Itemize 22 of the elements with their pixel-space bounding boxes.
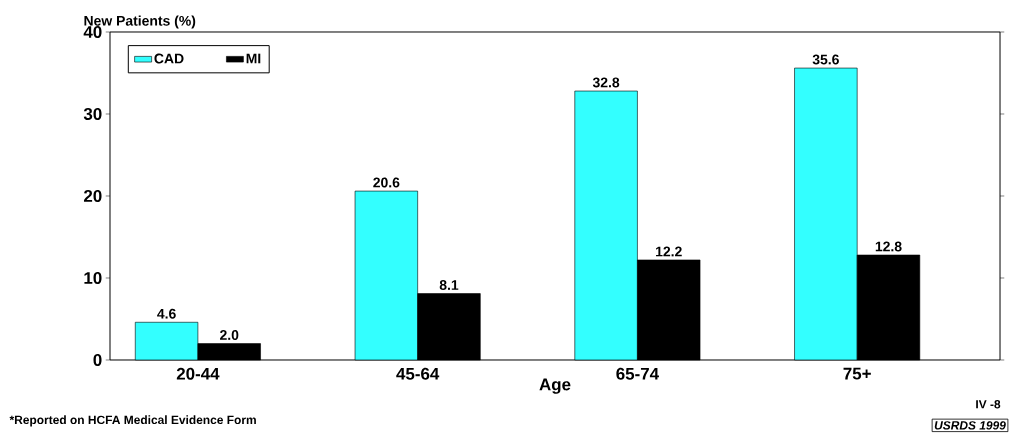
- data-label: 20.6: [373, 177, 400, 188]
- data-label: 4.6: [157, 308, 176, 319]
- y-tick-label: 10: [84, 272, 102, 284]
- x-tick-label: 45-64: [396, 367, 440, 380]
- data-label: 12.8: [875, 241, 902, 252]
- x-axis-title: Age: [539, 378, 571, 394]
- legend-label: MI: [246, 53, 261, 64]
- text: USRDS 1999: [934, 421, 1006, 430]
- data-label: 35.6: [812, 54, 839, 65]
- x-tick-label: 75+: [843, 367, 871, 380]
- y-tick-label: 20: [83, 190, 102, 202]
- data-label: 8.1: [439, 280, 459, 290]
- data-label: 32.8: [592, 77, 620, 88]
- legend-label: CAD: [154, 53, 184, 64]
- x-tick-label: 65-74: [616, 367, 659, 380]
- y-tick-label: 0: [93, 354, 102, 366]
- data-label: 12.2: [656, 246, 682, 257]
- data-label: 2.0: [220, 330, 239, 340]
- text: *Reported on HCFA Medical Evidence Form: [9, 415, 256, 427]
- x-tick-label: 20-44: [176, 367, 220, 380]
- y-tick-label: 30: [83, 107, 102, 120]
- text: IV -8: [976, 400, 1001, 409]
